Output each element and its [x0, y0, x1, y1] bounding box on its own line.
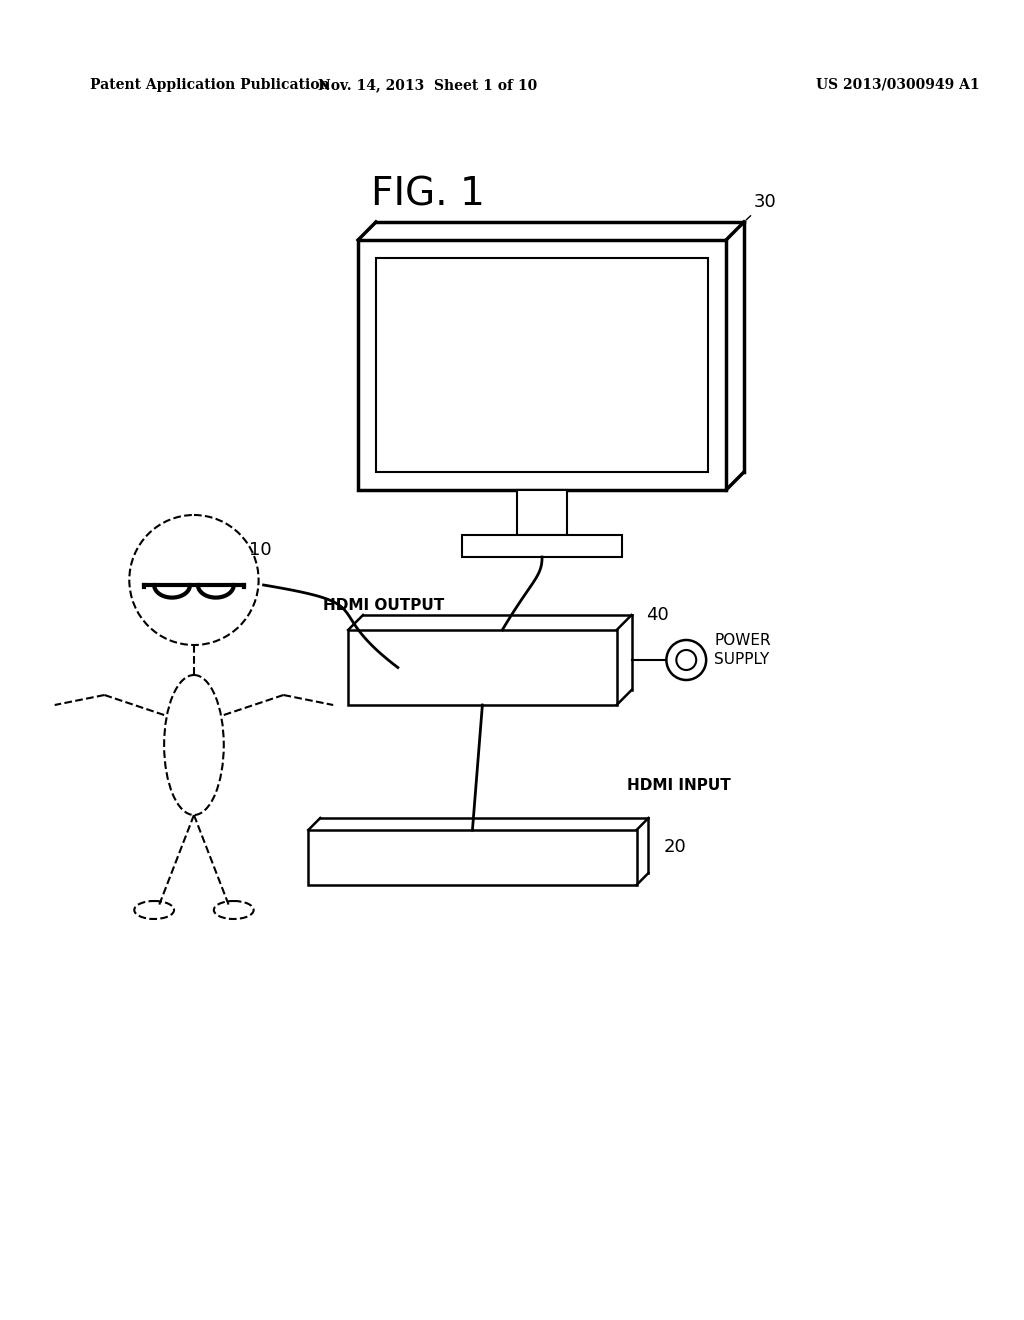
Text: 10: 10 [249, 541, 271, 558]
Text: US 2013/0300949 A1: US 2013/0300949 A1 [815, 78, 979, 92]
Text: 40: 40 [646, 606, 670, 624]
Text: HDMI INPUT: HDMI INPUT [627, 777, 730, 792]
Text: 20: 20 [664, 838, 686, 857]
Circle shape [129, 515, 259, 645]
Bar [358, 240, 726, 490]
Text: Nov. 14, 2013  Sheet 1 of 10: Nov. 14, 2013 Sheet 1 of 10 [318, 78, 538, 92]
Text: 30: 30 [746, 193, 776, 220]
Text: FIG. 1: FIG. 1 [371, 176, 484, 214]
Text: HDMI OUTPUT: HDMI OUTPUT [324, 598, 444, 612]
Circle shape [676, 649, 696, 671]
Text: Patent Application Publication: Patent Application Publication [89, 78, 329, 92]
Bar [376, 257, 709, 473]
Bar [463, 535, 622, 557]
Ellipse shape [134, 902, 174, 919]
Ellipse shape [164, 675, 224, 814]
Bar [308, 830, 637, 884]
Bar [517, 490, 567, 535]
Circle shape [667, 640, 707, 680]
Bar [348, 630, 616, 705]
Text: POWER
SUPPLY: POWER SUPPLY [714, 634, 771, 667]
Ellipse shape [214, 902, 254, 919]
